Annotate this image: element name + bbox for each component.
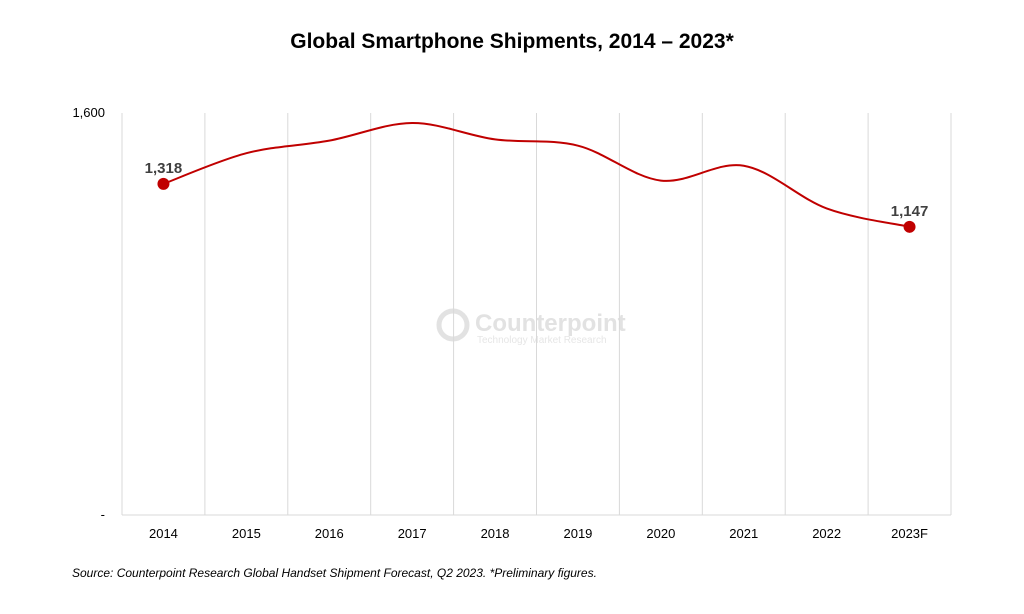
series-line: [163, 122, 910, 228]
x-tick-label: 2023F: [891, 526, 928, 541]
x-tick-label: 2020: [646, 526, 675, 541]
x-tick-label: 2019: [563, 526, 592, 541]
x-tick-label: 2017: [398, 526, 427, 541]
watermark-name: Counterpoint: [475, 310, 626, 337]
watermark-tagline: Technology Market Research: [477, 335, 607, 346]
x-tick-label: 2016: [315, 526, 344, 541]
x-tick-label: 2022: [812, 526, 841, 541]
y-tick-label: 1,600: [72, 105, 105, 120]
x-tick-label: 2021: [729, 526, 758, 541]
data-label: 1,147: [891, 203, 929, 220]
data-point: [903, 220, 916, 233]
y-tick-label: -: [101, 507, 105, 522]
source-note: Source: Counterpoint Research Global Han…: [72, 566, 597, 580]
x-tick-label: 2018: [481, 526, 510, 541]
x-tick-label: 2015: [232, 526, 261, 541]
chart-title: Global Smartphone Shipments, 2014 – 2023…: [290, 30, 734, 53]
watermark-logo-icon: [436, 308, 470, 342]
x-tick-label: 2014: [149, 526, 178, 541]
data-label: 1,318: [145, 160, 183, 177]
data-point: [157, 177, 170, 190]
